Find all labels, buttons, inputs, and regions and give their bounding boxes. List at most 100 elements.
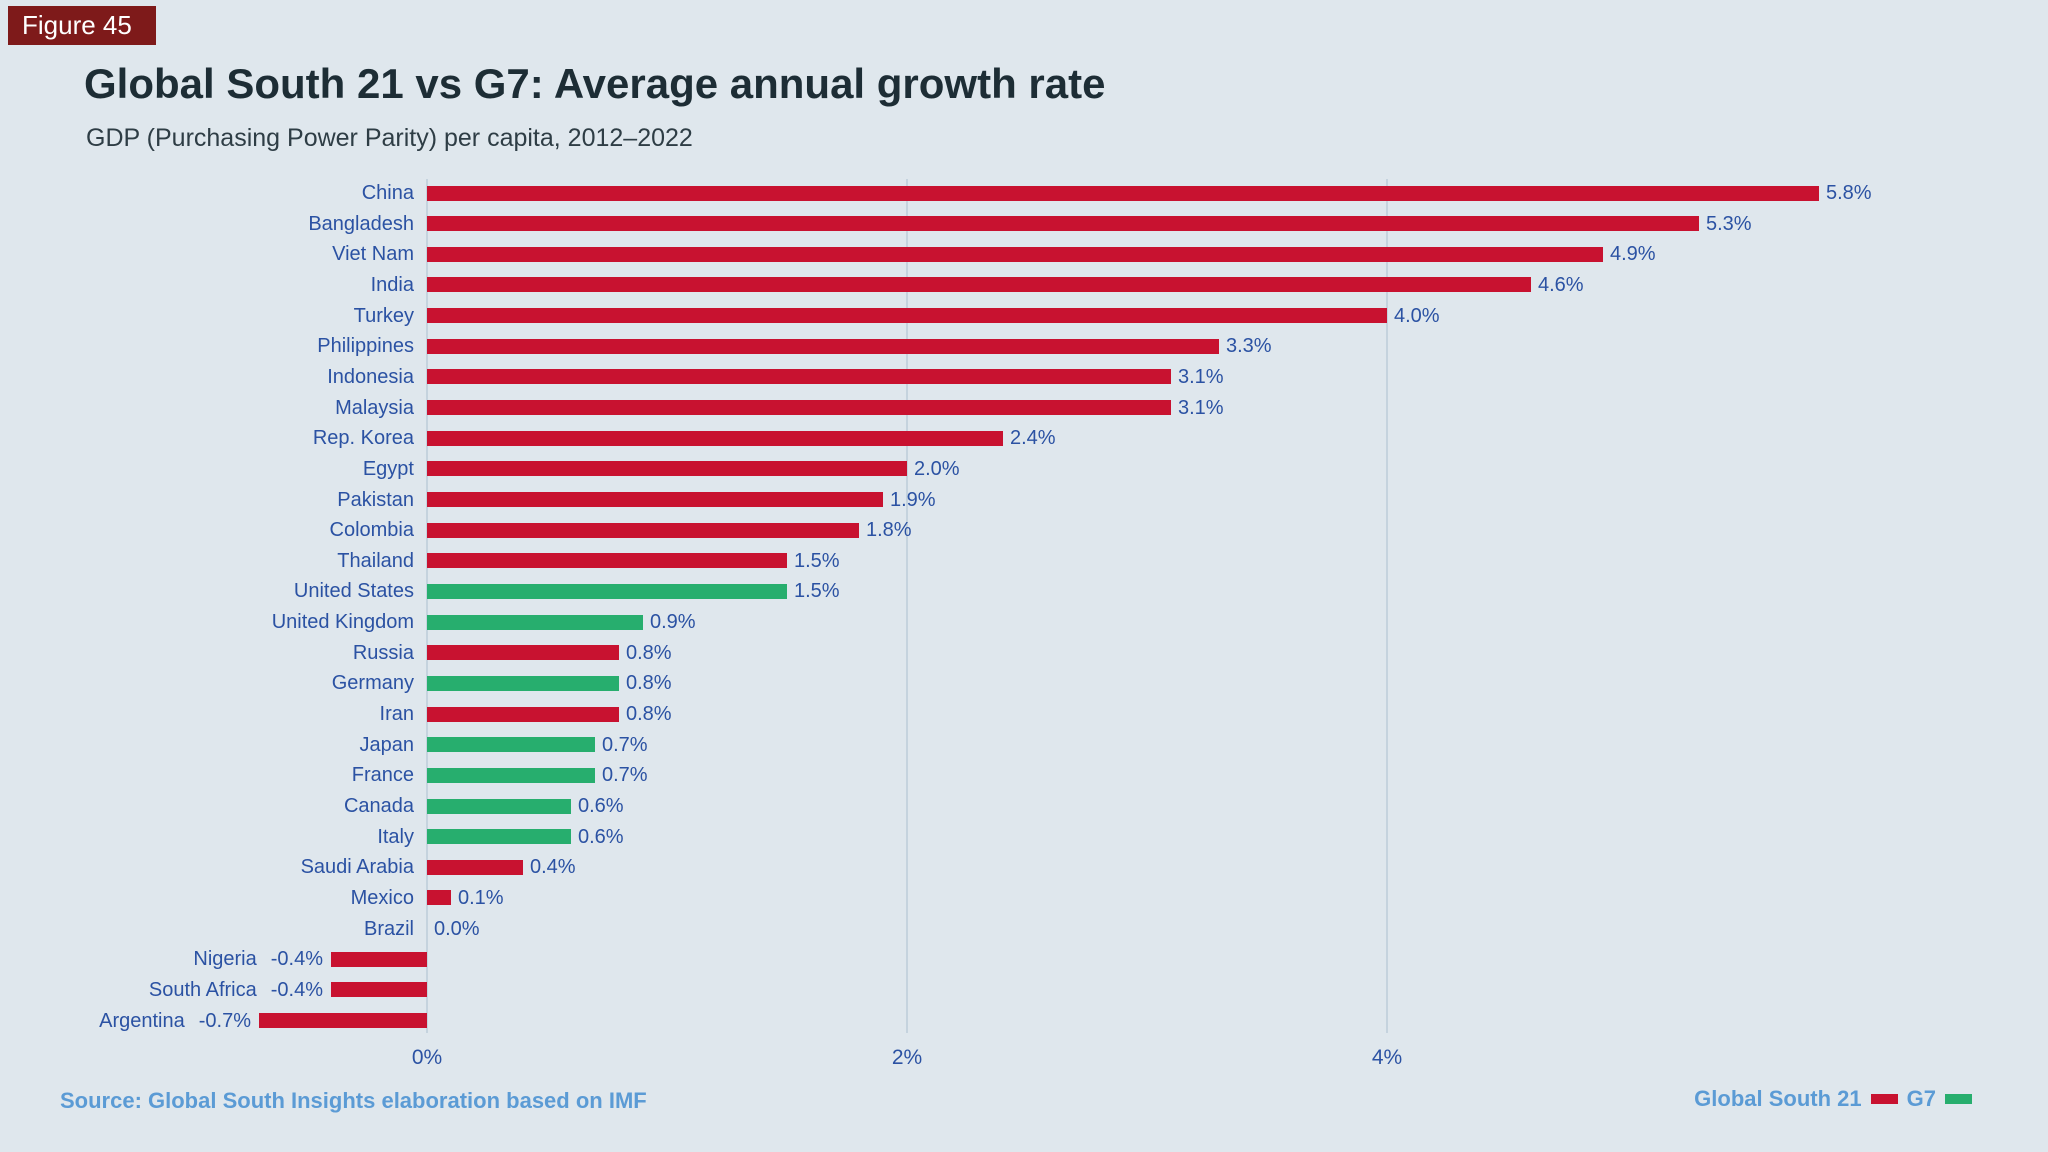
category-label-canada: Canada	[343, 795, 414, 817]
bar-iran	[427, 707, 619, 722]
gridline-4pct	[1386, 179, 1388, 1033]
category-label-colombia: Colombia	[329, 519, 414, 541]
legend-swatch-global-south-21	[1870, 1094, 1898, 1104]
bar-saudi-arabia	[427, 860, 523, 875]
value-label-rep-korea: 2.4%	[1010, 427, 1056, 449]
bar-colombia	[427, 523, 859, 538]
category-label-turkey: Turkey	[353, 305, 414, 327]
legend-label-global-south-21: Global South 21	[1694, 1086, 1862, 1111]
bar-united-kingdom	[427, 615, 643, 630]
value-label-colombia: 1.8%	[866, 519, 912, 541]
bar-south-africa	[331, 982, 427, 997]
category-label-egypt: Egypt	[362, 458, 414, 480]
category-label-nigeria: Nigeria	[193, 948, 257, 970]
value-label-germany: 0.8%	[626, 672, 672, 694]
value-label-china: 5.8%	[1826, 182, 1872, 204]
bar-turkey	[427, 308, 1387, 323]
value-label-france: 0.7%	[602, 764, 648, 786]
category-label-south-africa: South Africa	[148, 979, 257, 1001]
category-label-indonesia: Indonesia	[327, 366, 414, 388]
category-label-viet-nam: Viet Nam	[332, 243, 414, 265]
bar-argentina	[259, 1013, 427, 1028]
bar-united-states	[427, 584, 787, 599]
bar-bangladesh	[427, 216, 1699, 231]
category-label-russia: Russia	[352, 642, 414, 664]
category-label-united-kingdom: United Kingdom	[271, 611, 414, 633]
value-label-brazil: 0.0%	[434, 918, 480, 940]
bar-italy	[427, 829, 571, 844]
value-label-bangladesh: 5.3%	[1706, 213, 1752, 235]
value-label-viet-nam: 4.9%	[1610, 243, 1656, 265]
bar-malaysia	[427, 400, 1171, 415]
bar-france	[427, 768, 595, 783]
bar-mexico	[427, 890, 451, 905]
legend-swatch-g7	[1945, 1094, 1972, 1104]
category-label-india: India	[370, 274, 414, 296]
labels-nigeria: Nigeria -0.4%	[193, 944, 323, 974]
bar-indonesia	[427, 369, 1171, 384]
value-label-canada: 0.6%	[578, 795, 624, 817]
value-label-india: 4.6%	[1538, 274, 1584, 296]
legend-label-g7: G7	[1906, 1086, 1936, 1111]
value-label-south-africa: -0.4%	[270, 979, 323, 1001]
category-label-bangladesh: Bangladesh	[308, 213, 414, 235]
x-tick-4pct: 4%	[1371, 1046, 1403, 1069]
category-label-france: France	[351, 764, 414, 786]
bar-philippines	[427, 339, 1219, 354]
legend: Global South 21 G7	[1694, 1086, 1972, 1112]
value-label-egypt: 2.0%	[914, 458, 960, 480]
category-label-pakistan: Pakistan	[337, 489, 414, 511]
gridline-2pct	[906, 179, 908, 1033]
bar-rep-korea	[427, 431, 1003, 446]
source-note: Source: Global South Insights elaboratio…	[60, 1088, 647, 1113]
category-label-japan: Japan	[359, 734, 415, 756]
value-label-philippines: 3.3%	[1226, 335, 1272, 357]
bar-nigeria	[331, 952, 427, 967]
bar-canada	[427, 799, 571, 814]
x-tick-0pct: 0%	[411, 1046, 443, 1069]
value-label-united-states: 1.5%	[794, 580, 840, 602]
category-label-malaysia: Malaysia	[335, 397, 414, 419]
chart-title: Global South 21 vs G7: Average annual gr…	[84, 60, 1106, 107]
category-label-brazil: Brazil	[363, 918, 414, 940]
value-label-pakistan: 1.9%	[890, 489, 936, 511]
category-label-italy: Italy	[377, 826, 414, 848]
category-label-china: China	[361, 182, 414, 204]
bar-thailand	[427, 553, 787, 568]
bar-germany	[427, 676, 619, 691]
category-label-united-states: United States	[293, 580, 414, 602]
labels-argentina: Argentina -0.7%	[99, 1006, 251, 1036]
value-label-indonesia: 3.1%	[1178, 366, 1224, 388]
x-tick-2pct: 2%	[891, 1046, 923, 1069]
category-label-mexico: Mexico	[350, 887, 414, 909]
value-label-japan: 0.7%	[602, 734, 648, 756]
bar-viet-nam	[427, 247, 1603, 262]
gridline-0pct	[426, 179, 428, 1033]
bar-japan	[427, 737, 595, 752]
value-label-argentina: -0.7%	[198, 1010, 251, 1032]
bar-china	[427, 186, 1819, 201]
bar-pakistan	[427, 492, 883, 507]
bar-india	[427, 277, 1531, 292]
value-label-united-kingdom: 0.9%	[650, 611, 696, 633]
value-label-iran: 0.8%	[626, 703, 672, 725]
value-label-italy: 0.6%	[578, 826, 624, 848]
value-label-saudi-arabia: 0.4%	[530, 856, 576, 878]
figure-number-badge: Figure 45	[8, 6, 156, 45]
value-label-malaysia: 3.1%	[1178, 397, 1224, 419]
value-label-mexico: 0.1%	[458, 887, 504, 909]
chart-subtitle: GDP (Purchasing Power Parity) per capita…	[86, 124, 693, 152]
category-label-saudi-arabia: Saudi Arabia	[300, 856, 414, 878]
category-label-philippines: Philippines	[317, 335, 414, 357]
category-label-rep-korea: Rep. Korea	[312, 427, 414, 449]
category-label-germany: Germany	[331, 672, 414, 694]
category-label-thailand: Thailand	[337, 550, 414, 572]
value-label-russia: 0.8%	[626, 642, 672, 664]
category-label-argentina: Argentina	[99, 1010, 185, 1032]
bar-russia	[427, 645, 619, 660]
bar-egypt	[427, 461, 907, 476]
value-label-nigeria: -0.4%	[270, 948, 323, 970]
category-label-iran: Iran	[379, 703, 414, 725]
labels-south-africa: South Africa -0.4%	[149, 975, 323, 1005]
